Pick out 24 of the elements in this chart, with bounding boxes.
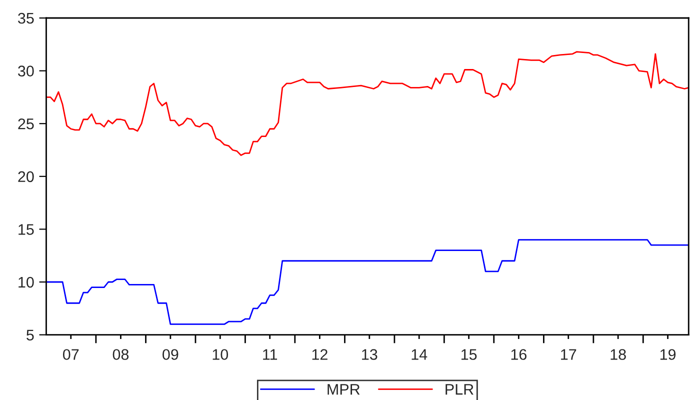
x-tick-label: 09 <box>162 349 178 360</box>
x-tick-label: 13 <box>362 349 378 360</box>
x-tick-label: 16 <box>511 349 526 360</box>
y-tick-label: 5 <box>26 330 34 340</box>
x-tick-label: 17 <box>561 349 576 360</box>
x-tick-label: 15 <box>461 349 477 360</box>
line-series <box>46 239 689 325</box>
y-tick-label: 10 <box>18 276 34 288</box>
x-tick-label: 07 <box>62 349 79 360</box>
x-tick-label: 08 <box>112 349 129 360</box>
y-tick-label: 30 <box>18 66 34 76</box>
y-tick-label: 35 <box>18 12 34 24</box>
x-tick-label: 18 <box>610 349 626 360</box>
y-tick-label: 25 <box>18 118 34 130</box>
y-tick-label: 15 <box>18 224 34 235</box>
line-series <box>46 51 689 156</box>
legend-label: MPR <box>328 384 360 395</box>
x-tick-label: 10 <box>212 349 228 360</box>
x-tick-label: 14 <box>412 349 428 360</box>
x-tick-label: 12 <box>312 349 328 360</box>
y-tick-label: 20 <box>18 171 34 182</box>
x-tick-label: 11 <box>263 349 278 360</box>
legend-label: PLR <box>446 384 474 395</box>
x-tick-label: 19 <box>660 349 676 360</box>
